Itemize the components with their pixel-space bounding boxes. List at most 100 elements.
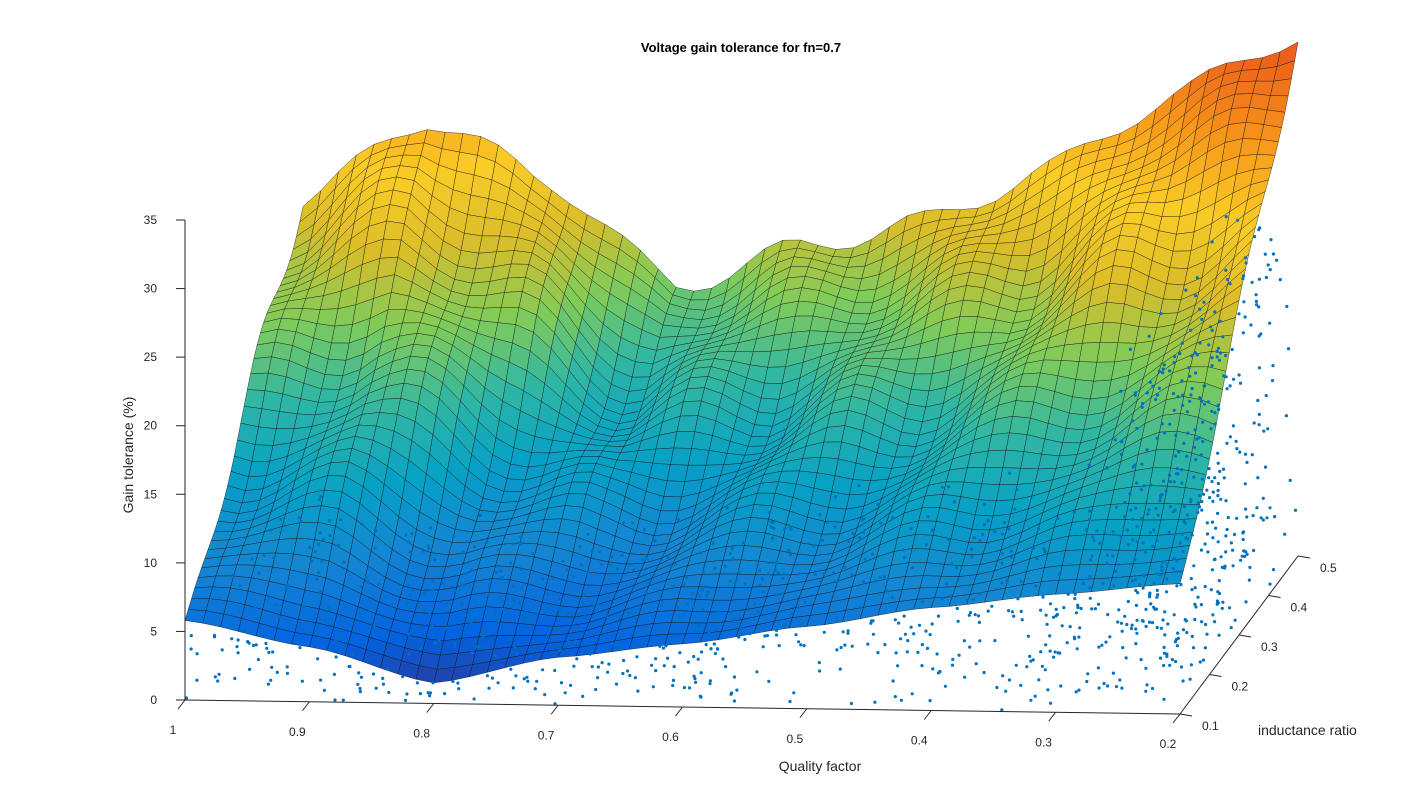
scatter-point	[1088, 586, 1092, 590]
scatter-point	[1015, 488, 1019, 492]
scatter-point	[1096, 602, 1101, 606]
scatter-point	[916, 650, 920, 655]
surface-cell	[1075, 361, 1098, 382]
scatter-point	[472, 697, 476, 701]
surface-cell	[1128, 485, 1150, 504]
scatter-point	[792, 691, 796, 695]
scatter-point	[1196, 501, 1200, 505]
scatter-point	[1235, 447, 1239, 451]
scatter-point	[1229, 626, 1233, 630]
surface-cell	[751, 424, 773, 438]
surface-cell	[716, 573, 738, 588]
scatter-point	[546, 632, 550, 636]
scatter-point	[520, 586, 524, 590]
y-tick	[1238, 634, 1252, 638]
surface-cell	[184, 609, 207, 624]
scatter-point	[1222, 374, 1226, 378]
scatter-point	[1193, 602, 1197, 607]
scatter-point	[410, 531, 414, 536]
scatter-point	[262, 554, 266, 558]
scatter-point	[704, 594, 709, 598]
scatter-point	[1156, 593, 1160, 597]
scatter-point	[910, 692, 914, 696]
scatter-point	[298, 646, 302, 650]
scatter-point	[928, 699, 932, 703]
scatter-point	[951, 657, 955, 662]
scatter-point	[1179, 583, 1183, 587]
scatter-point	[302, 604, 306, 608]
scatter-point	[253, 605, 257, 609]
surface-cell	[760, 382, 783, 400]
surface-cell	[519, 531, 542, 545]
scatter-point	[1144, 666, 1148, 670]
scatter-point	[700, 650, 704, 654]
scatter-point	[519, 535, 523, 539]
scatter-point	[1225, 277, 1230, 282]
scatter-point	[606, 670, 610, 674]
scatter-point	[1129, 626, 1133, 631]
scatter-point	[1138, 583, 1142, 587]
scatter-point	[1225, 441, 1229, 445]
x-tick	[675, 706, 683, 717]
scatter-point	[531, 618, 535, 622]
scatter-point	[822, 630, 826, 634]
scatter-point	[1145, 448, 1149, 452]
scatter-point	[1213, 620, 1217, 624]
scatter-point	[600, 661, 604, 665]
scatter-point	[1159, 626, 1163, 630]
scatter-point	[993, 530, 997, 534]
scatter-point	[573, 639, 578, 643]
scatter-point	[1200, 620, 1204, 624]
scatter-point	[712, 642, 716, 646]
scatter-point	[1001, 674, 1005, 678]
scatter-point	[894, 651, 898, 655]
scatter-point	[1087, 463, 1091, 467]
surface-cell	[459, 133, 481, 156]
scatter-point	[1284, 414, 1288, 418]
scatter-point	[1108, 635, 1112, 639]
scatter-point	[609, 563, 613, 567]
scatter-point	[733, 581, 737, 585]
surface-cell	[605, 561, 627, 575]
scatter-point	[1122, 515, 1127, 519]
scatter-point	[761, 590, 765, 594]
scatter-point	[1020, 618, 1024, 622]
scatter-point	[474, 645, 478, 649]
scatter-point	[242, 629, 246, 633]
y-tick	[1209, 674, 1222, 677]
scatter-point	[1149, 602, 1153, 606]
scatter-point	[297, 516, 301, 520]
scatter-point	[765, 634, 770, 638]
scatter-point	[1043, 550, 1047, 554]
scatter-point	[1242, 300, 1246, 304]
scatter-point	[847, 539, 851, 544]
surface-cell	[1242, 122, 1265, 140]
scatter-point	[909, 625, 913, 629]
scatter-point	[1111, 530, 1115, 534]
scatter-point	[1040, 664, 1044, 668]
scatter-point	[1042, 547, 1046, 551]
scatter-point	[578, 545, 582, 549]
scatter-point	[671, 584, 675, 588]
scatter-point	[565, 568, 569, 572]
scatter-point	[333, 698, 337, 702]
scatter-point	[1105, 553, 1109, 557]
scatter-point	[1213, 411, 1217, 415]
scatter-point	[1077, 688, 1081, 692]
scatter-point	[1216, 488, 1220, 493]
scatter-point	[1217, 633, 1221, 637]
scatter-point	[1174, 659, 1178, 664]
scatter-point	[770, 560, 774, 565]
scatter-point	[586, 532, 590, 536]
surface-cell	[634, 448, 657, 464]
x-tick	[177, 699, 186, 710]
scatter-point	[1231, 424, 1235, 428]
scatter-point	[1245, 552, 1249, 556]
scatter-point	[1232, 377, 1236, 381]
x-tick-label: 0.4	[911, 734, 928, 748]
scatter-point	[1248, 565, 1252, 570]
scatter-point	[956, 578, 960, 582]
scatter-point	[1141, 586, 1145, 590]
scatter-point	[1222, 476, 1226, 480]
scatter-point	[730, 691, 734, 695]
